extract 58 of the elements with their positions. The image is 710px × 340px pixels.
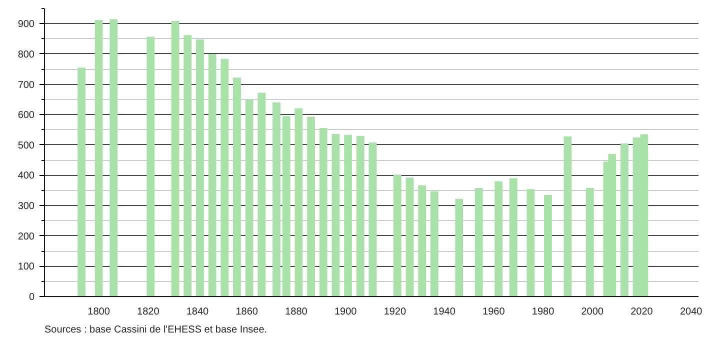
x-tick-label: 1920 (384, 306, 407, 318)
x-tick-label: 1980 (532, 306, 555, 318)
x-tick-label: 2000 (581, 306, 604, 318)
y-tick-label: 200 (18, 231, 35, 242)
bar (586, 188, 594, 296)
y-tick-label: 400 (18, 170, 35, 182)
bar (332, 134, 340, 296)
x-tick-label: 2020 (630, 306, 654, 318)
y-tick-label: 0 (28, 292, 35, 303)
bar (406, 178, 414, 296)
bar (430, 191, 438, 296)
y-tick-label: 100 (18, 262, 35, 273)
x-tick-label: 1800 (88, 306, 110, 318)
bar (620, 143, 628, 296)
y-tick-label: 800 (18, 49, 35, 60)
bar (146, 36, 155, 296)
bar (356, 136, 364, 296)
x-tick-label: 1880 (285, 306, 308, 318)
bar (220, 58, 229, 296)
bar (526, 189, 535, 296)
bar (474, 188, 483, 296)
bar (94, 20, 103, 296)
bar (184, 35, 192, 296)
bar (208, 54, 216, 296)
x-tick-label: 2040 (680, 306, 703, 318)
source-note: Sources : base Cassini de l'EHESS et base Insee. (44, 324, 268, 336)
bar (307, 116, 315, 296)
bar (78, 68, 86, 296)
bar (418, 185, 426, 296)
x-tick-label: 1960 (482, 306, 506, 318)
bar (393, 174, 402, 296)
y-tick-label: 900 (18, 19, 35, 30)
bar (509, 178, 518, 296)
y-tick-label: 700 (18, 80, 35, 91)
bar (171, 20, 180, 296)
bar (282, 116, 290, 296)
bar (455, 198, 464, 296)
bar (258, 92, 266, 296)
y-tick-label: 600 (18, 110, 35, 122)
bar (368, 142, 377, 296)
bar (233, 78, 241, 296)
bar (564, 136, 572, 296)
x-tick-label: 1860 (236, 306, 258, 318)
bar (245, 99, 254, 296)
bar (294, 108, 303, 296)
x-tick-label: 1940 (433, 306, 456, 318)
x-tick-label: 1820 (137, 306, 160, 318)
bar (110, 19, 118, 296)
bar (344, 134, 352, 296)
x-tick-label: 1840 (186, 306, 210, 318)
bar (494, 181, 503, 296)
bar (272, 102, 280, 296)
bar (319, 128, 328, 296)
y-tick-label: 500 (18, 140, 35, 152)
bar (196, 39, 204, 296)
y-tick-label: 300 (18, 201, 35, 212)
x-tick-label: 1900 (334, 306, 358, 318)
bar (544, 194, 552, 296)
